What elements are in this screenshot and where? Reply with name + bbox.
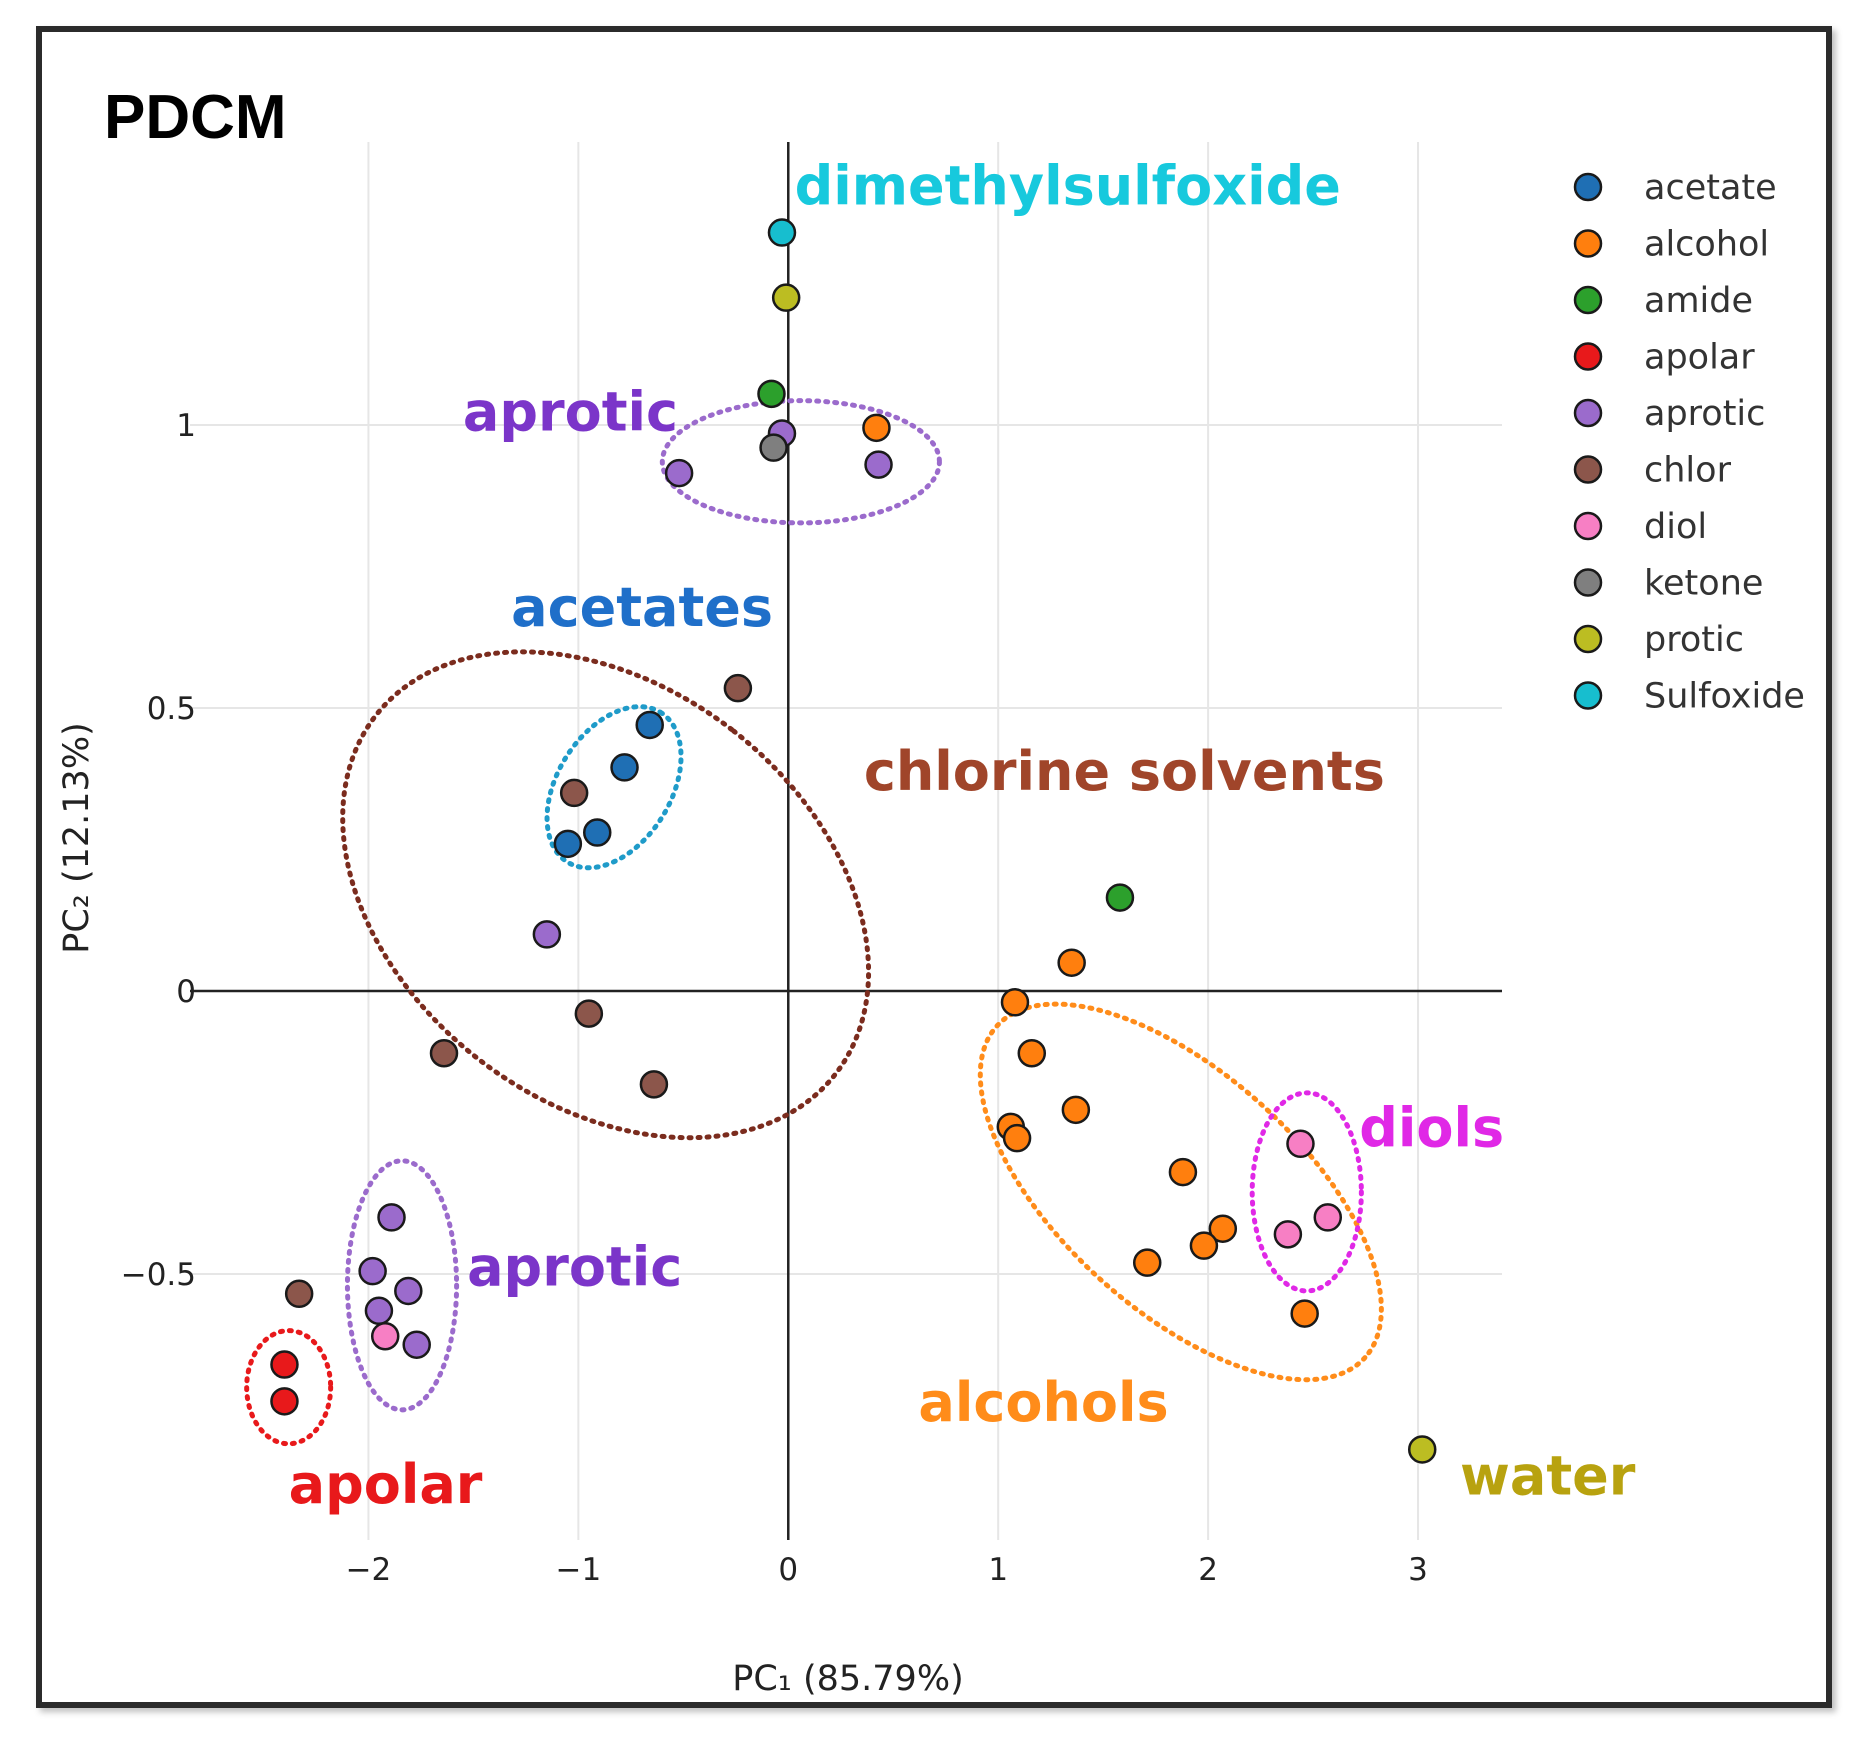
point-acetate — [582, 818, 612, 847]
point-aprotic — [364, 1296, 394, 1326]
x-axis-title: PC₁ (85.79%) — [732, 1659, 963, 1699]
aprotic-bottom-label: aprotic — [467, 1235, 682, 1298]
alcohols-ellipse — [977, 1001, 1384, 1383]
legend-marker-protic — [1573, 624, 1603, 654]
dimethylsulfoxide-label: dimethylsulfoxide — [795, 154, 1341, 217]
diols-ellipse — [1249, 1090, 1364, 1294]
x-tick-label: 1 — [988, 1552, 1008, 1588]
point-aprotic — [402, 1330, 431, 1359]
point-chlor — [429, 1038, 459, 1068]
point-chlor — [574, 999, 604, 1028]
y-tick-label: 1 — [176, 408, 196, 444]
legend-label-protic: protic — [1644, 620, 1744, 660]
legend-marker-ketone — [1573, 568, 1603, 597]
y-tick-label: −0.5 — [121, 1257, 196, 1293]
apolar-ellipse — [244, 1328, 334, 1447]
point-diol — [1313, 1203, 1343, 1232]
point-protic — [1407, 1435, 1437, 1464]
legend-label-ketone: ketone — [1644, 564, 1763, 604]
legend: acetate alcohol amide apolar aprotic chlor dio… — [1573, 168, 1805, 717]
x-tick-label: −2 — [346, 1552, 392, 1588]
group-ellipses — [244, 398, 1384, 1447]
point-alcohol — [1132, 1248, 1162, 1277]
point-alcohol — [1168, 1157, 1198, 1187]
point-aprotic — [358, 1256, 387, 1286]
point-diol — [370, 1321, 400, 1351]
legend-label-chlor: chlor — [1644, 451, 1732, 491]
point-amide — [757, 379, 786, 409]
legend-label-amide: amide — [1644, 281, 1753, 321]
point-aprotic — [664, 458, 694, 488]
x-tick-label: 3 — [1408, 1552, 1428, 1588]
legend-marker-acetate — [1573, 172, 1603, 202]
point-alcohol — [1000, 988, 1030, 1017]
point-acetate — [553, 829, 583, 859]
alcohols-label: alcohols — [918, 1371, 1168, 1434]
chlorine-ellipse — [340, 649, 872, 1141]
y-axis-title: PC₂ (12.13%) — [57, 722, 97, 953]
legend-marker-diol — [1573, 511, 1603, 541]
point-protic — [771, 283, 801, 312]
point-chlor — [723, 673, 753, 703]
point-chlor — [639, 1070, 669, 1099]
cluster-annotations: dimethylsulfoxide aprotic acetates chlorine… — [289, 154, 1636, 1516]
x-tick-label: 2 — [1198, 1552, 1218, 1588]
legend-label-apolar: apolar — [1644, 338, 1755, 378]
x-tick-label: 0 — [778, 1552, 798, 1588]
point-amide — [1105, 883, 1135, 912]
y-tick-label: 0 — [176, 974, 196, 1010]
legend-marker-chlor — [1573, 455, 1603, 484]
water-label: water — [1460, 1445, 1636, 1508]
legend-marker-alcohol — [1573, 229, 1603, 258]
point-aprotic — [377, 1203, 406, 1232]
legend-marker-sulfoxide — [1573, 681, 1603, 710]
legend-marker-apolar — [1573, 342, 1603, 371]
legend-label-diol: diol — [1644, 507, 1707, 547]
point-alcohol — [1208, 1214, 1238, 1243]
point-chlor — [559, 778, 589, 808]
point-apolar — [270, 1387, 299, 1416]
figure-frame — [36, 26, 1832, 1708]
point-alcohol — [1017, 1038, 1047, 1068]
legend-label-acetate: acetate — [1644, 168, 1777, 208]
point-ketone — [759, 433, 788, 462]
point-alcohol — [1057, 948, 1086, 977]
legend-label-alcohol: alcohol — [1644, 225, 1769, 265]
point-aprotic — [864, 450, 893, 479]
diols-label: diols — [1359, 1097, 1504, 1160]
x-tick-label: −1 — [556, 1552, 602, 1588]
aprotic-top-ellipse — [659, 398, 942, 526]
legend-marker-amide — [1573, 285, 1603, 315]
point-acetate — [610, 753, 639, 782]
chlorine-solvents-label: chlorine solvents — [864, 740, 1385, 803]
acetates-ellipse — [544, 704, 684, 871]
point-aprotic — [532, 920, 562, 949]
acetates-label: acetates — [511, 576, 773, 639]
aprotic-bottom-ellipse — [344, 1158, 460, 1413]
y-tick-label: 0.5 — [147, 691, 196, 727]
point-diol — [1286, 1129, 1315, 1159]
point-chlor — [284, 1279, 314, 1309]
point-aprotic — [394, 1276, 423, 1306]
point-apolar — [270, 1350, 299, 1379]
point-alcohol — [1189, 1231, 1219, 1260]
legend-label-sulfoxide: Sulfoxide — [1644, 677, 1805, 717]
point-alcohol — [1002, 1123, 1032, 1153]
data-points — [270, 218, 1437, 1464]
point-diol — [1273, 1220, 1303, 1249]
point-alcohol — [1290, 1299, 1319, 1328]
panel-title: PDCM — [104, 83, 287, 152]
point-alcohol — [1061, 1095, 1091, 1125]
apolar-label: apolar — [289, 1453, 483, 1516]
aprotic-top-label: aprotic — [463, 381, 678, 444]
tick-labels: −2 −1 0 1 2 3 −0.5 0 0.5 1 — [121, 408, 1428, 1588]
point-sulfoxide — [767, 218, 797, 247]
point-acetate — [635, 710, 664, 740]
legend-label-aprotic: aprotic — [1644, 394, 1765, 434]
legend-marker-aprotic — [1573, 398, 1603, 428]
point-alcohol — [862, 413, 891, 443]
